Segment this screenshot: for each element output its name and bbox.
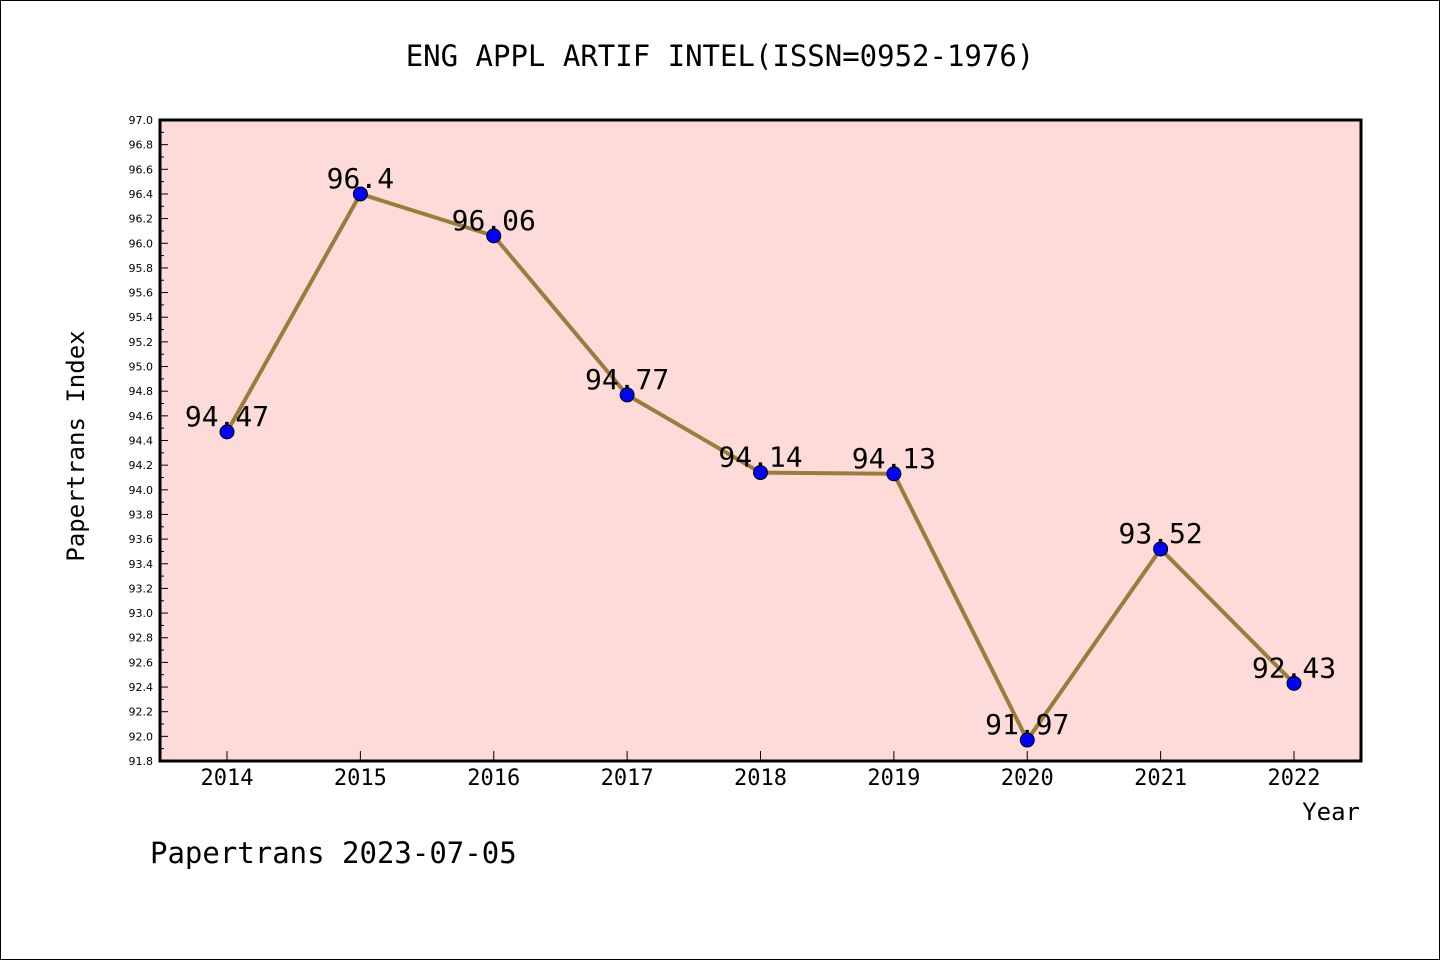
data-label: 91.97 xyxy=(985,708,1069,741)
data-point xyxy=(352,186,368,202)
y-tick-label: 95.8 xyxy=(129,262,154,275)
x-tick-label: 2019 xyxy=(867,766,920,791)
footer-text: Papertrans 2023-07-05 xyxy=(150,836,517,870)
data-label: 96.4 xyxy=(327,162,394,195)
y-tick-label: 94.2 xyxy=(129,459,154,472)
y-tick-label: 96.4 xyxy=(129,188,154,201)
x-tick-label: 2014 xyxy=(201,766,254,791)
y-tick-label: 93.0 xyxy=(129,607,154,620)
x-tick-label: 2015 xyxy=(334,766,387,791)
y-axis: 91.8 92.0 92.2 92.4 92.6 92.8 93.0 93.2 93.4 93.6… xyxy=(129,114,168,768)
y-tick-label: 92.0 xyxy=(129,730,154,743)
y-tick-label: 93.8 xyxy=(129,508,154,521)
y-tick-label: 97.0 xyxy=(129,114,154,127)
data-point xyxy=(1153,541,1169,557)
y-tick-label: 92.4 xyxy=(129,681,154,694)
y-tick-label: 95.4 xyxy=(129,311,154,324)
data-point xyxy=(753,465,768,481)
y-tick-label: 92.2 xyxy=(129,706,154,719)
x-tick-label: 2022 xyxy=(1268,766,1321,791)
y-tick-label: 96.0 xyxy=(129,237,154,250)
y-tick-label: 93.4 xyxy=(129,558,154,571)
chart-title: ENG APPL ARTIF INTEL(ISSN=0952-1976) xyxy=(406,39,1035,73)
y-tick-label: 94.0 xyxy=(129,484,154,497)
y-tick-label: 91.8 xyxy=(129,755,154,768)
x-tick-label: 2017 xyxy=(601,766,654,791)
y-tick-label: 95.6 xyxy=(129,287,154,300)
y-axis-title: Papertrans Index xyxy=(62,330,90,561)
y-tick-label: 92.8 xyxy=(129,632,154,645)
x-tick-label: 2021 xyxy=(1134,766,1187,791)
data-point xyxy=(619,387,635,403)
y-tick-label: 95.0 xyxy=(129,361,154,374)
data-point xyxy=(219,424,235,440)
y-tick-label: 94.6 xyxy=(129,410,154,423)
data-label: 94.77 xyxy=(585,363,669,396)
x-axis-title: Year xyxy=(1302,798,1360,826)
data-label: 92.43 xyxy=(1252,651,1336,684)
plot-area xyxy=(158,118,1363,763)
y-tick-label: 93.2 xyxy=(129,582,154,595)
y-tick-label: 96.6 xyxy=(129,163,154,176)
data-label: 94.14 xyxy=(718,441,802,474)
x-tick-label: 2018 xyxy=(734,766,787,791)
y-tick-label: 96.2 xyxy=(129,213,154,226)
x-tick-label: 2020 xyxy=(1001,766,1054,791)
data-point xyxy=(1019,732,1035,748)
y-tick-label: 96.8 xyxy=(129,139,154,152)
y-tick-label: 93.6 xyxy=(129,533,154,546)
series-layer: 94.47 96.4 96.06 94.77 94.14 94.13 91.97 93.52 9… xyxy=(185,162,1336,748)
data-label: 96.06 xyxy=(452,204,536,237)
data-point xyxy=(1286,675,1302,691)
y-tick-label: 94.8 xyxy=(129,385,154,398)
data-point xyxy=(886,466,902,482)
data-label: 93.52 xyxy=(1118,517,1202,550)
y-tick-label: 92.6 xyxy=(129,656,154,669)
y-tick-label: 95.2 xyxy=(129,336,154,349)
data-label: 94.13 xyxy=(852,442,936,475)
x-axis: 2014 2015 2016 2017 2018 2019 2020 2021 2022 xyxy=(201,751,1321,791)
x-tick-label: 2016 xyxy=(467,766,520,791)
data-label: 94.47 xyxy=(185,400,269,433)
y-tick-label: 94.4 xyxy=(129,435,154,448)
data-point xyxy=(486,228,502,244)
